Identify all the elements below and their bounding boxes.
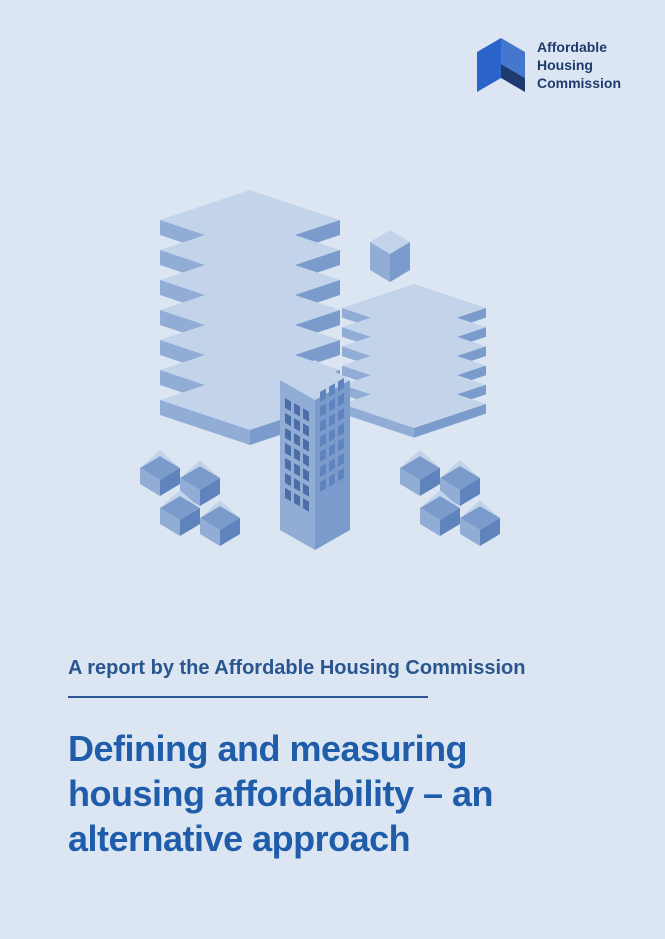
logo-line-3: Commission: [537, 74, 621, 92]
tower-right-icon: [342, 284, 486, 438]
cube-small-icon: [370, 230, 410, 282]
report-subtitle: A report by the Affordable Housing Commi…: [68, 655, 588, 682]
report-text-block: A report by the Affordable Housing Commi…: [68, 655, 588, 861]
houses-right-icon: [400, 450, 500, 546]
logo-line-1: Affordable: [537, 38, 621, 56]
buildings-illustration: [120, 160, 540, 560]
houses-left-icon: [140, 450, 240, 546]
report-title: Defining and measuring housing affordabi…: [68, 726, 588, 861]
tower-front-icon: [280, 360, 350, 550]
logo-mark-icon: [477, 38, 525, 92]
brand-logo: Affordable Housing Commission: [477, 38, 621, 93]
logo-text: Affordable Housing Commission: [537, 38, 621, 93]
divider-rule: [68, 696, 428, 698]
logo-line-2: Housing: [537, 56, 621, 74]
